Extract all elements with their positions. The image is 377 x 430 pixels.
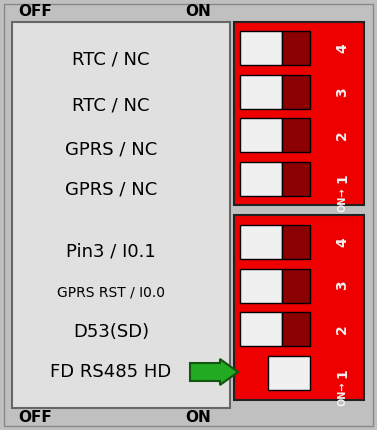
Bar — [240, 269, 282, 303]
Text: 1: 1 — [335, 369, 349, 378]
Text: 1: 1 — [335, 174, 349, 184]
Text: ON→: ON→ — [337, 382, 347, 406]
Text: ON: ON — [185, 411, 211, 426]
Text: GPRS RST / I0.0: GPRS RST / I0.0 — [57, 286, 165, 300]
Bar — [282, 31, 310, 65]
Text: OFF: OFF — [18, 411, 52, 426]
Bar — [268, 356, 310, 390]
Text: 2: 2 — [335, 325, 349, 334]
Text: D53(SD): D53(SD) — [73, 323, 149, 341]
Text: OFF: OFF — [18, 4, 52, 19]
Bar — [282, 269, 310, 303]
Text: 4: 4 — [335, 43, 349, 53]
Text: ON→: ON→ — [337, 187, 347, 212]
Text: FD RS485 HD: FD RS485 HD — [51, 363, 172, 381]
Bar — [240, 75, 282, 109]
Text: RTC / NC: RTC / NC — [72, 51, 150, 69]
Text: RTC / NC: RTC / NC — [72, 96, 150, 114]
Bar — [240, 31, 282, 65]
Text: 4: 4 — [335, 237, 349, 247]
Bar — [234, 215, 364, 400]
Bar — [240, 225, 282, 259]
Bar — [240, 162, 282, 196]
Text: GPRS / NC: GPRS / NC — [65, 181, 157, 199]
Bar — [282, 313, 310, 347]
Bar — [234, 22, 364, 205]
Bar — [240, 118, 282, 152]
Bar — [282, 225, 310, 259]
Bar — [12, 22, 230, 408]
Text: Pin3 / I0.1: Pin3 / I0.1 — [66, 243, 156, 261]
Text: ON: ON — [185, 4, 211, 19]
FancyArrow shape — [190, 359, 238, 385]
Text: 2: 2 — [335, 130, 349, 140]
Text: GPRS / NC: GPRS / NC — [65, 141, 157, 159]
Bar — [282, 75, 310, 109]
Text: 3: 3 — [335, 281, 349, 290]
Bar — [282, 162, 310, 196]
Bar — [240, 313, 282, 347]
Text: 3: 3 — [335, 87, 349, 97]
Bar — [282, 118, 310, 152]
